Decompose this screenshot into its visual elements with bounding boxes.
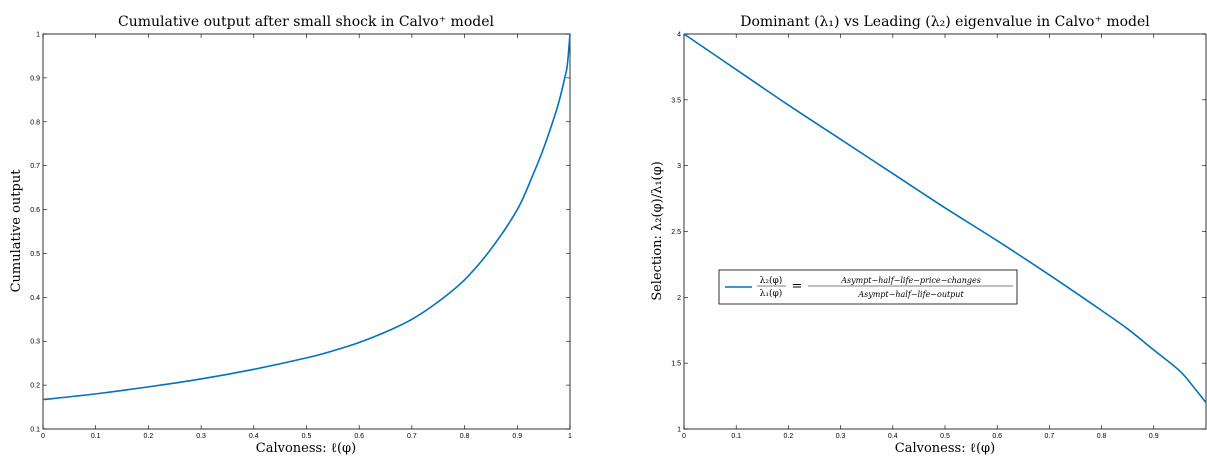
legend-rhs-numerator: Asympt−half−life−price−changes bbox=[840, 276, 981, 285]
x-tick-label: 0.8 bbox=[460, 433, 470, 440]
x-tick-label: 0.2 bbox=[784, 433, 794, 440]
y-tick-label: 2 bbox=[677, 295, 681, 302]
x-tick-label: 0.4 bbox=[249, 433, 259, 440]
legend-rhs-denominator: Asympt−half−life−output bbox=[857, 290, 964, 299]
x-tick-label: 0.5 bbox=[940, 433, 950, 440]
y-tick-label: 3 bbox=[677, 163, 681, 170]
y-axis-label: Cumulative output bbox=[9, 169, 24, 293]
x-tick-label: 0.3 bbox=[836, 433, 846, 440]
x-tick-label: 0.9 bbox=[512, 433, 522, 440]
y-tick-label: 1 bbox=[36, 32, 40, 39]
y-tick-label: 2.5 bbox=[671, 229, 681, 236]
y-tick-label: 1.5 bbox=[671, 361, 681, 368]
y-tick-label: 4 bbox=[677, 32, 681, 39]
plot-area bbox=[683, 33, 1207, 430]
y-tick-label: 0.6 bbox=[30, 207, 40, 214]
y-tick-label: 0.7 bbox=[30, 163, 40, 170]
x-tick-label: 0.6 bbox=[992, 433, 1002, 440]
x-tick-label: 1 bbox=[568, 433, 572, 440]
x-tick-label: 0.7 bbox=[1045, 433, 1055, 440]
chart-cumulative-output: Cumulative output after small shock in C… bbox=[9, 14, 572, 456]
x-tick-label: 0.1 bbox=[731, 433, 741, 440]
y-tick-label: 0.3 bbox=[30, 339, 40, 346]
x-tick-label: 0.1 bbox=[91, 433, 101, 440]
x-tick-label: 0.2 bbox=[144, 433, 154, 440]
series-line bbox=[42, 33, 571, 401]
chart-title: Cumulative output after small shock in C… bbox=[118, 14, 495, 30]
x-tick-label: 0.6 bbox=[354, 433, 364, 440]
legend: λ₂(φ) λ₁(φ) = Asympt−half−life−price−cha… bbox=[718, 269, 1018, 305]
y-tick-label: 0.9 bbox=[30, 75, 40, 82]
legend-equals: = bbox=[792, 279, 803, 294]
legend-lhs-denominator: λ₁(φ) bbox=[760, 288, 783, 299]
y-tick-label: 0.1 bbox=[30, 427, 40, 434]
x-tick-label: 0.8 bbox=[1097, 433, 1107, 440]
plot-area bbox=[42, 33, 571, 430]
y-axis-label: Selection: λ₂(φ)/λ₁(φ) bbox=[650, 161, 665, 301]
chart-title: Dominant (λ₁) vs Leading (λ₂) eigenvalue… bbox=[740, 14, 1150, 30]
x-tick-label: 0 bbox=[41, 433, 45, 440]
y-tick-label: 0.5 bbox=[30, 251, 40, 258]
y-tick-label: 1 bbox=[677, 427, 681, 434]
x-axis-label: Calvoness: ℓ(φ) bbox=[895, 441, 995, 456]
y-tick-label: 0.8 bbox=[30, 119, 40, 126]
x-tick-label: 0.7 bbox=[407, 433, 417, 440]
chart-eigenvalue-ratio: Dominant (λ₁) vs Leading (λ₂) eigenvalue… bbox=[650, 14, 1207, 456]
x-tick-label: 0.4 bbox=[888, 433, 898, 440]
y-tick-label: 3.5 bbox=[671, 97, 681, 104]
x-axis-label: Calvoness: ℓ(φ) bbox=[256, 441, 356, 456]
x-tick-label: 0 bbox=[682, 433, 686, 440]
series-line bbox=[683, 33, 1207, 404]
x-tick-label: 0.9 bbox=[1149, 433, 1159, 440]
x-tick-label: 0.3 bbox=[196, 433, 206, 440]
y-tick-label: 0.4 bbox=[30, 295, 40, 302]
x-tick-label: 0.5 bbox=[302, 433, 312, 440]
legend-lhs-numerator: λ₂(φ) bbox=[760, 275, 783, 286]
legend-box bbox=[718, 269, 1018, 305]
x-ticks: 0 0.1 0.2 0.3 0.4 0.5 0.6 0.7 0.8 0.9 1 bbox=[41, 34, 572, 440]
y-tick-label: 0.2 bbox=[30, 383, 40, 390]
y-ticks: 0.1 0.2 0.3 0.4 0.5 0.6 0.7 0.8 0.9 1 bbox=[30, 32, 570, 434]
x-ticks: 0 0.1 0.2 0.3 0.4 0.5 0.6 0.7 0.8 0.9 bbox=[682, 34, 1159, 440]
